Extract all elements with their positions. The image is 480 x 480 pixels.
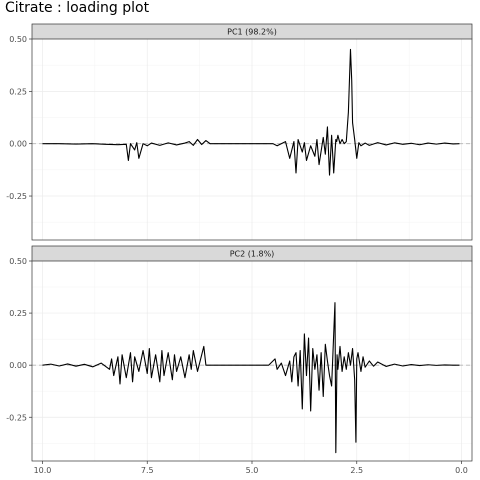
x-tick-label: 10.0 (34, 466, 52, 475)
y-tick-label: 0.25 (9, 309, 27, 318)
chart-title: Citrate : loading plot (5, 0, 150, 16)
x-tick-label: 5.0 (246, 466, 259, 475)
x-tick-label: 0.0 (455, 466, 468, 475)
loading-series-line (42, 302, 460, 454)
loading-series-line (42, 48, 460, 176)
y-tick-label: 0.00 (9, 140, 27, 149)
facet-strip-label: PC2 (1.8%) (230, 250, 275, 259)
y-tick-label: 0.50 (9, 35, 27, 44)
y-tick-label: -0.25 (6, 413, 27, 422)
facet-strip-label: PC1 (98.2%) (227, 28, 277, 37)
y-tick-label: 0.25 (9, 87, 27, 96)
y-tick-label: 0.00 (9, 361, 27, 370)
x-tick-label: 7.5 (141, 466, 154, 475)
y-tick-label: 0.50 (9, 257, 27, 266)
y-tick-label: -0.25 (6, 192, 27, 201)
x-tick-label: 2.5 (350, 466, 363, 475)
panel-border (31, 38, 473, 241)
